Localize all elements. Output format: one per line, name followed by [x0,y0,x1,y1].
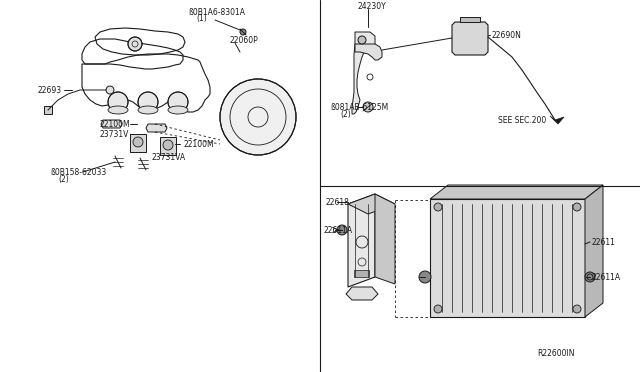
Circle shape [220,79,296,155]
Polygon shape [160,137,176,155]
Circle shape [573,305,581,313]
Text: 23731VA: 23731VA [152,153,186,161]
Polygon shape [430,199,585,317]
Circle shape [337,225,347,235]
Polygon shape [101,120,122,128]
Text: 22100M: 22100M [100,119,131,128]
Polygon shape [44,106,52,114]
Text: 22618: 22618 [325,198,349,206]
Circle shape [128,37,142,51]
Polygon shape [452,22,488,55]
Circle shape [133,137,143,147]
Text: R22600IN: R22600IN [538,350,575,359]
Text: 22611: 22611 [592,237,616,247]
Text: 22690N: 22690N [492,31,522,39]
Circle shape [108,92,128,112]
Ellipse shape [138,106,158,114]
Circle shape [168,92,188,112]
Polygon shape [550,116,564,124]
Text: ß0B1A6-8301A: ß0B1A6-8301A [188,7,245,16]
Text: (2): (2) [58,174,68,183]
Polygon shape [585,185,603,317]
Ellipse shape [108,106,128,114]
Text: (2): (2) [340,109,351,119]
Polygon shape [460,17,480,22]
Polygon shape [375,194,395,284]
Polygon shape [354,270,369,277]
Polygon shape [430,185,603,199]
Circle shape [585,272,595,282]
Circle shape [573,203,581,211]
Text: ß081AB-6125M: ß081AB-6125M [330,103,388,112]
Text: 23731V: 23731V [100,129,129,138]
Polygon shape [348,194,375,287]
Text: (1): (1) [196,13,207,22]
Polygon shape [355,44,382,60]
Circle shape [434,305,442,313]
Circle shape [419,271,431,283]
Text: 22611A: 22611A [324,225,353,234]
Text: 24230Y: 24230Y [358,1,387,10]
Text: 22693: 22693 [38,86,62,94]
Polygon shape [352,32,375,114]
Polygon shape [130,134,146,152]
Polygon shape [146,124,167,132]
Text: 22100M: 22100M [183,140,214,148]
Circle shape [138,92,158,112]
Text: ß0B158-62033: ß0B158-62033 [50,167,106,176]
Text: 22611A: 22611A [592,273,621,282]
Circle shape [434,203,442,211]
Circle shape [358,36,366,44]
Polygon shape [346,287,378,300]
Circle shape [106,86,114,94]
Ellipse shape [168,106,188,114]
Circle shape [163,140,173,150]
Circle shape [363,102,373,112]
Text: SEE SEC.200: SEE SEC.200 [498,115,547,125]
Circle shape [240,29,246,35]
Polygon shape [348,194,395,214]
Text: 22060P: 22060P [230,35,259,45]
